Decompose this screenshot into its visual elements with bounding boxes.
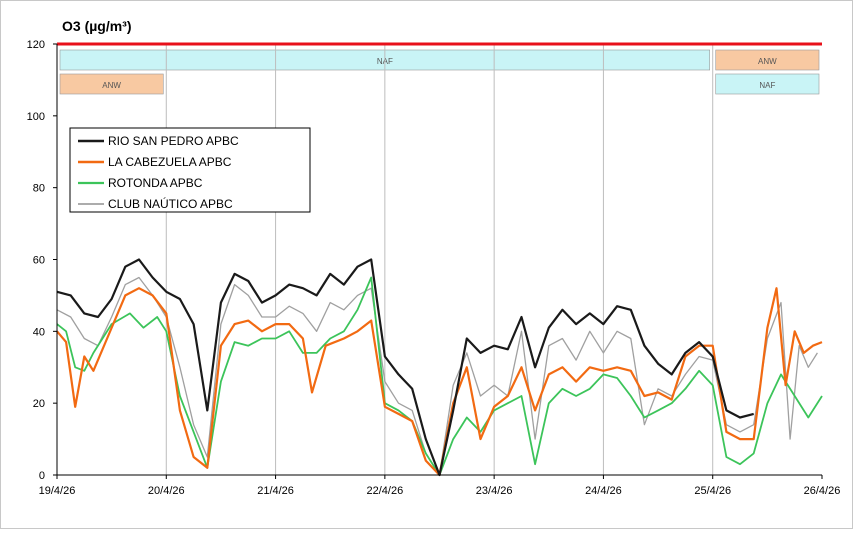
y-tick-label: 60 — [33, 255, 45, 267]
event-band-anw — [715, 49, 820, 71]
x-tick-label: 26/4/26 — [804, 485, 841, 497]
x-tick-label: 25/4/26 — [694, 485, 731, 497]
event-band-label: NAF — [759, 81, 775, 90]
series-lines — [56, 258, 823, 477]
event-band-label: ANW — [102, 81, 121, 90]
chart-title: O3 (µg/m³) — [62, 18, 132, 34]
x-tick-label: 19/4/26 — [39, 485, 76, 497]
y-tick-label: 120 — [27, 39, 45, 51]
legend: RIO SAN PEDRO APBC LA CABEZUELA APBC ROTON… — [69, 127, 311, 213]
x-tick-label: 21/4/26 — [257, 485, 294, 497]
series-line-4 — [56, 276, 818, 476]
x-tick-label: 23/4/26 — [476, 485, 513, 497]
x-tick-label: 22/4/26 — [367, 485, 404, 497]
y-tick-label: 100 — [27, 111, 45, 123]
x-tick-label: 20/4/26 — [148, 485, 185, 497]
legend-box — [69, 127, 311, 213]
legend-label: ROTONDA APBC — [108, 176, 203, 190]
y-tick-label: 0 — [39, 470, 45, 482]
event-band-naf — [715, 73, 820, 95]
legend-label: LA CABEZUELA APBC — [108, 155, 232, 169]
event-band-label: ANW — [758, 57, 777, 66]
y-tick-label: 40 — [33, 326, 45, 338]
series-line-1 — [56, 258, 754, 477]
x-tick-label: 24/4/26 — [585, 485, 622, 497]
axes: 0 20 40 60 80 100 120 19/4/26 20/4/26 21/4/26 22/4… — [27, 39, 841, 497]
y-tick-label: 20 — [33, 398, 45, 410]
y-tick-label: 80 — [33, 183, 45, 195]
legend-label: RIO SAN PEDRO APBC — [108, 134, 239, 148]
event-band-anw — [59, 73, 164, 95]
legend-label: CLUB NAÚTICO APBC — [108, 196, 233, 211]
